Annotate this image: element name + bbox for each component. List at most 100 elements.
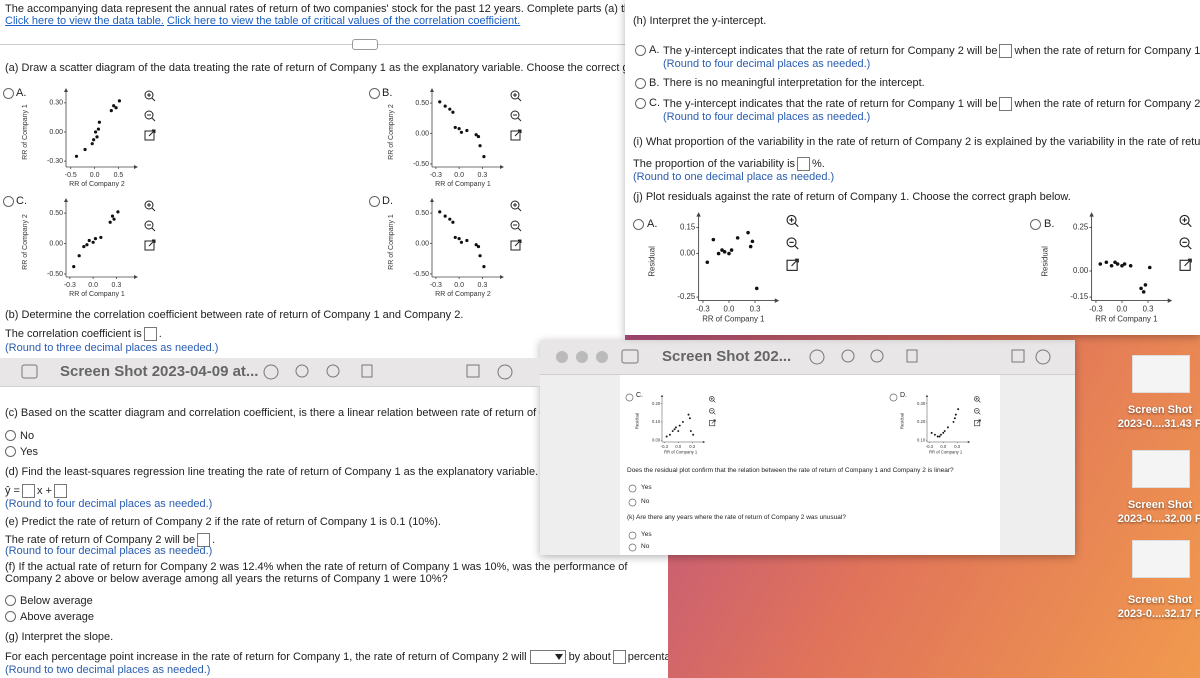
radio[interactable] xyxy=(1030,219,1041,230)
file-thumbnail[interactable] xyxy=(1132,540,1190,578)
x-tick-label: -0.3 xyxy=(696,305,710,314)
data-point xyxy=(92,138,96,142)
graph-tools[interactable] xyxy=(786,214,799,271)
option-text: No xyxy=(641,498,650,505)
option-label: B. xyxy=(1044,218,1055,230)
input-box[interactable] xyxy=(999,44,1013,58)
zoom-icon xyxy=(709,396,715,402)
file-thumbnail[interactable] xyxy=(1132,355,1190,393)
text: . xyxy=(158,327,162,340)
data-point xyxy=(438,100,442,104)
y-axis-label: RR of Company 1 xyxy=(22,104,29,160)
data-point xyxy=(692,433,695,436)
data-point xyxy=(754,286,759,291)
data-point xyxy=(946,426,949,429)
scatter-graph: RR of Company 1 0.50 0.00 -0.50-0.3 0.0 0.3 RR… xyxy=(388,198,522,298)
x-tick-label: 0.0 xyxy=(454,282,464,289)
link[interactable]: Click here to view the data table. xyxy=(5,15,164,27)
axis-arrow xyxy=(430,88,434,92)
y-axis-label: RR of Company 2 xyxy=(388,104,395,160)
expand-button[interactable] xyxy=(352,39,378,50)
expand-icon xyxy=(510,240,521,251)
text: percentage points, on average. xyxy=(627,650,668,663)
zoom-icon xyxy=(144,90,154,100)
scatter-graph: Residual 0.20 0.10 0.00-0.3 0.0 0.3RR of Comp… xyxy=(635,394,716,454)
radio[interactable] xyxy=(635,98,646,109)
input-box[interactable] xyxy=(999,97,1013,111)
expand-icon xyxy=(144,130,155,141)
data-point xyxy=(1122,262,1127,266)
input-box[interactable] xyxy=(197,533,211,547)
radio[interactable] xyxy=(3,196,14,207)
radio[interactable] xyxy=(5,430,16,441)
data-point xyxy=(478,144,482,148)
option-text: Yes xyxy=(641,484,652,491)
graph-tools[interactable] xyxy=(709,396,716,427)
icon-part xyxy=(1184,258,1192,267)
graph-tools[interactable] xyxy=(510,90,522,141)
radio[interactable] xyxy=(5,611,16,622)
graph-tools[interactable] xyxy=(510,200,522,251)
file-name[interactable]: Screen Shot xyxy=(1127,594,1193,606)
axis-arrow xyxy=(64,198,68,202)
data-point xyxy=(438,210,442,214)
input-box[interactable] xyxy=(143,327,157,341)
radio[interactable] xyxy=(633,219,644,230)
scatter-graph: Residual 0.30 0.20 0.10-0.3 0.0 0.3RR of Comp… xyxy=(900,394,981,454)
viewer-toolbar: Screen Shot 2023-04-09 at... xyxy=(0,358,540,387)
input-box[interactable] xyxy=(21,484,35,498)
note: (Round to one decimal place as needed.) xyxy=(633,171,835,183)
answer-line: ŷ = x + xyxy=(5,484,69,498)
link[interactable]: Click here to view the table of critical… xyxy=(167,15,521,27)
scatter-graph: RR of Company 2 0.50 0.00 -0.50-0.3 0.0 0.3 RR… xyxy=(22,198,156,298)
radio[interactable] xyxy=(635,78,646,89)
screenshot-content: C. D. Does the residual plot confirm tha… xyxy=(620,375,1000,555)
zoom-icon xyxy=(786,214,797,225)
y-tick-label: 0.20 xyxy=(917,419,926,424)
y-tick-label: 0.30 xyxy=(49,100,63,107)
radio[interactable] xyxy=(3,88,14,99)
radio[interactable] xyxy=(5,446,16,457)
option-label: C. xyxy=(636,392,643,399)
option-label: C. xyxy=(16,195,27,207)
data-point xyxy=(933,433,936,436)
zoom-icon xyxy=(510,200,520,210)
radio[interactable] xyxy=(5,595,16,606)
data-point xyxy=(459,130,464,134)
input-box[interactable] xyxy=(797,157,811,171)
y-tick-label: 0.50 xyxy=(415,210,429,217)
data-point xyxy=(735,236,740,240)
icon-part xyxy=(978,412,981,415)
data-point xyxy=(930,431,933,434)
dropdown[interactable] xyxy=(529,650,566,664)
file-name[interactable]: Screen Shot xyxy=(1127,404,1193,416)
y-axis-label: Residual xyxy=(900,413,905,429)
y-axis-label: Residual xyxy=(635,413,640,429)
data-point xyxy=(668,433,671,436)
radio[interactable] xyxy=(369,88,380,99)
text: x + xyxy=(36,484,52,497)
zoom-icon xyxy=(974,396,980,402)
radio[interactable] xyxy=(635,45,646,56)
graph-tools[interactable] xyxy=(1179,214,1192,271)
axis-arrow xyxy=(925,394,929,397)
y-axis-label: RR of Company 1 xyxy=(388,214,395,270)
radio[interactable] xyxy=(369,196,380,207)
file-date: 2023-0....31.43 P xyxy=(1117,418,1200,430)
graph-tools[interactable] xyxy=(144,200,156,251)
y-tick-label: 0.50 xyxy=(49,210,63,217)
input-box[interactable] xyxy=(53,484,67,498)
option-label: A. xyxy=(16,87,27,99)
file-name[interactable]: Screen Shot xyxy=(1127,499,1193,511)
option-text: No xyxy=(20,430,35,442)
graph-tools[interactable] xyxy=(974,396,981,427)
part-h-prompt: (h) Interpret the y-intercept. xyxy=(633,15,767,27)
data-point xyxy=(681,420,684,423)
input-box[interactable] xyxy=(612,650,626,664)
graph-tools[interactable] xyxy=(144,90,156,141)
x-tick-label: 0.3 xyxy=(478,172,488,179)
data-point xyxy=(72,265,76,269)
file-thumbnail[interactable] xyxy=(1132,450,1190,488)
y-tick-label: -0.50 xyxy=(413,271,429,278)
note: (Round to two decimal places as needed.) xyxy=(5,664,211,676)
